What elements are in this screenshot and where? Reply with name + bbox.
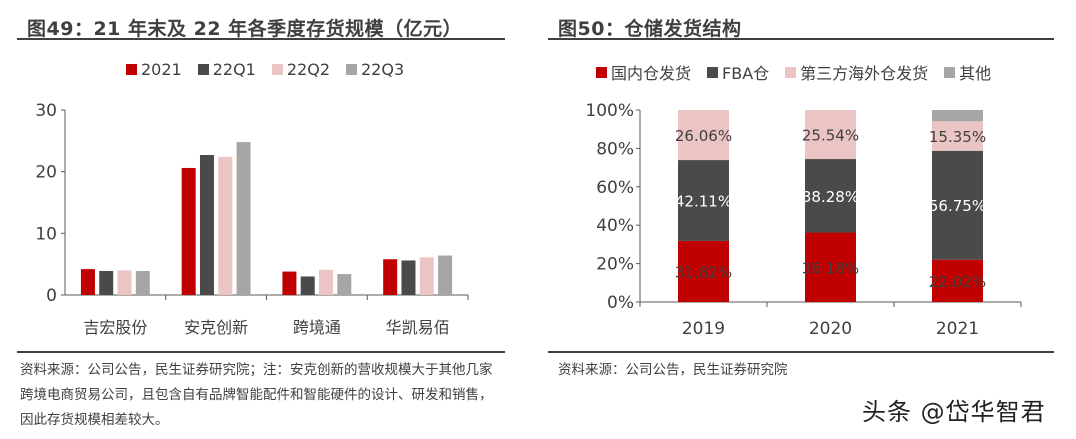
legend-swatch xyxy=(785,66,797,78)
legend-item: 22Q1 xyxy=(197,60,256,79)
legend-item: 第三方海外仓发货 xyxy=(785,60,928,84)
bar-22Q2 xyxy=(419,257,434,295)
bar-22Q1 xyxy=(99,270,114,295)
bar-segment-国内仓发货 xyxy=(805,232,856,302)
legend-label: 22Q1 xyxy=(212,60,256,79)
data-label: 38.28% xyxy=(802,188,859,206)
left-chart-title: 图49：21 年末及 22 年各季度存货规模（亿元） xyxy=(27,18,463,40)
bar-22Q3 xyxy=(438,255,453,295)
bar-segment-第三方海外仓发货 xyxy=(678,110,729,161)
legend-item: 22Q3 xyxy=(346,60,404,79)
y-tick-label: 60% xyxy=(596,178,634,198)
legend-swatch xyxy=(271,64,283,75)
legend-label: 22Q2 xyxy=(286,60,330,79)
bar-22Q1 xyxy=(199,155,214,295)
legend-item: 其他 xyxy=(944,60,991,84)
left-footnote: 资料来源：公司公告，民生证券研究院；注：安克创新的营收规模大于其他几家跨境电商贸… xyxy=(20,362,493,428)
data-label: 42.11% xyxy=(675,192,732,210)
x-tick-label: 2020 xyxy=(809,319,852,339)
left-title-underline xyxy=(17,38,505,40)
bar-22Q3 xyxy=(337,274,352,295)
y-tick-label: 80% xyxy=(596,139,634,159)
bar-22Q2 xyxy=(319,269,334,295)
legend-swatch xyxy=(126,64,137,75)
data-label: 25.54% xyxy=(802,127,859,145)
bar-segment-国内仓发货 xyxy=(932,259,983,302)
x-tick-label: 2019 xyxy=(682,319,725,339)
bar-22Q1 xyxy=(300,276,315,295)
legend-item: 国内仓发货 xyxy=(596,60,691,84)
x-tick-label: 吉宏股份 xyxy=(83,318,147,337)
bar-segment-第三方海外仓发货 xyxy=(932,121,983,151)
bar-segment-FBA仓 xyxy=(678,160,729,241)
legend-swatch xyxy=(197,64,209,75)
bar-2021 xyxy=(80,269,95,295)
legend-swatch xyxy=(707,66,719,78)
legend-swatch xyxy=(944,66,956,78)
bar-22Q1 xyxy=(401,260,416,295)
y-tick-label: 20 xyxy=(35,163,57,183)
x-tick-label: 2021 xyxy=(936,319,979,339)
y-tick-label: 0% xyxy=(607,293,634,313)
y-tick-label: 10 xyxy=(35,224,57,244)
legend-swatch xyxy=(346,64,357,75)
y-tick-label: 30 xyxy=(35,101,57,121)
bar-22Q3 xyxy=(236,142,251,295)
left-legend: 2021 22Q1 22Q2 22Q3 xyxy=(126,60,404,79)
legend-label: 第三方海外仓发货 xyxy=(800,64,929,83)
bar-segment-其他 xyxy=(932,110,983,122)
legend-swatch xyxy=(596,66,607,78)
data-label: 26.06% xyxy=(675,127,732,145)
data-label: 22.02% xyxy=(929,273,986,291)
right-footnote-divider xyxy=(548,351,1054,353)
legend-label: 22Q3 xyxy=(361,60,405,79)
right-title-underline xyxy=(548,38,1054,40)
bar-segment-FBA仓 xyxy=(932,150,983,260)
legend-item: 2021 xyxy=(126,60,182,79)
right-chart-title: 图50：仓储发货结构 xyxy=(558,18,742,40)
x-tick-label: 跨境通 xyxy=(293,318,341,337)
y-tick-label: 0 xyxy=(46,286,57,306)
legend-label: 2021 xyxy=(141,60,182,79)
x-tick-label: 华凯易佰 xyxy=(386,318,450,337)
y-tick-label: 40% xyxy=(596,216,634,236)
bar-22Q2 xyxy=(117,270,132,295)
legend-label: FBA仓 xyxy=(722,64,770,83)
bar-22Q2 xyxy=(218,156,233,295)
legend-item: 22Q2 xyxy=(271,60,330,79)
bar-22Q3 xyxy=(135,270,150,295)
legend-label: 国内仓发货 xyxy=(611,64,692,83)
watermark: 头条 @岱华智君 xyxy=(862,398,1046,426)
bar-2021 xyxy=(383,259,398,295)
data-label: 56.75% xyxy=(929,197,986,215)
data-label: 15.35% xyxy=(929,128,986,146)
x-tick-label: 安克创新 xyxy=(184,318,248,337)
legend-label: 其他 xyxy=(959,64,992,83)
bar-2021 xyxy=(181,167,196,295)
data-label: 36.18% xyxy=(802,259,859,277)
bar-segment-第三方海外仓发货 xyxy=(805,110,856,160)
right-legend: 国内仓发货 FBA仓 第三方海外仓发货 其他 xyxy=(596,60,991,84)
bar-segment-FBA仓 xyxy=(805,159,856,233)
left-footnote-divider xyxy=(17,351,505,353)
legend-item: FBA仓 xyxy=(707,60,769,84)
bar-segment-国内仓发货 xyxy=(678,240,729,302)
right-footnote: 资料来源：公司公告，民生证券研究院 xyxy=(558,362,788,378)
bar-2021 xyxy=(282,271,297,295)
y-tick-label: 100% xyxy=(585,101,634,121)
y-tick-label: 20% xyxy=(596,255,634,275)
data-label: 31.82% xyxy=(675,263,732,281)
